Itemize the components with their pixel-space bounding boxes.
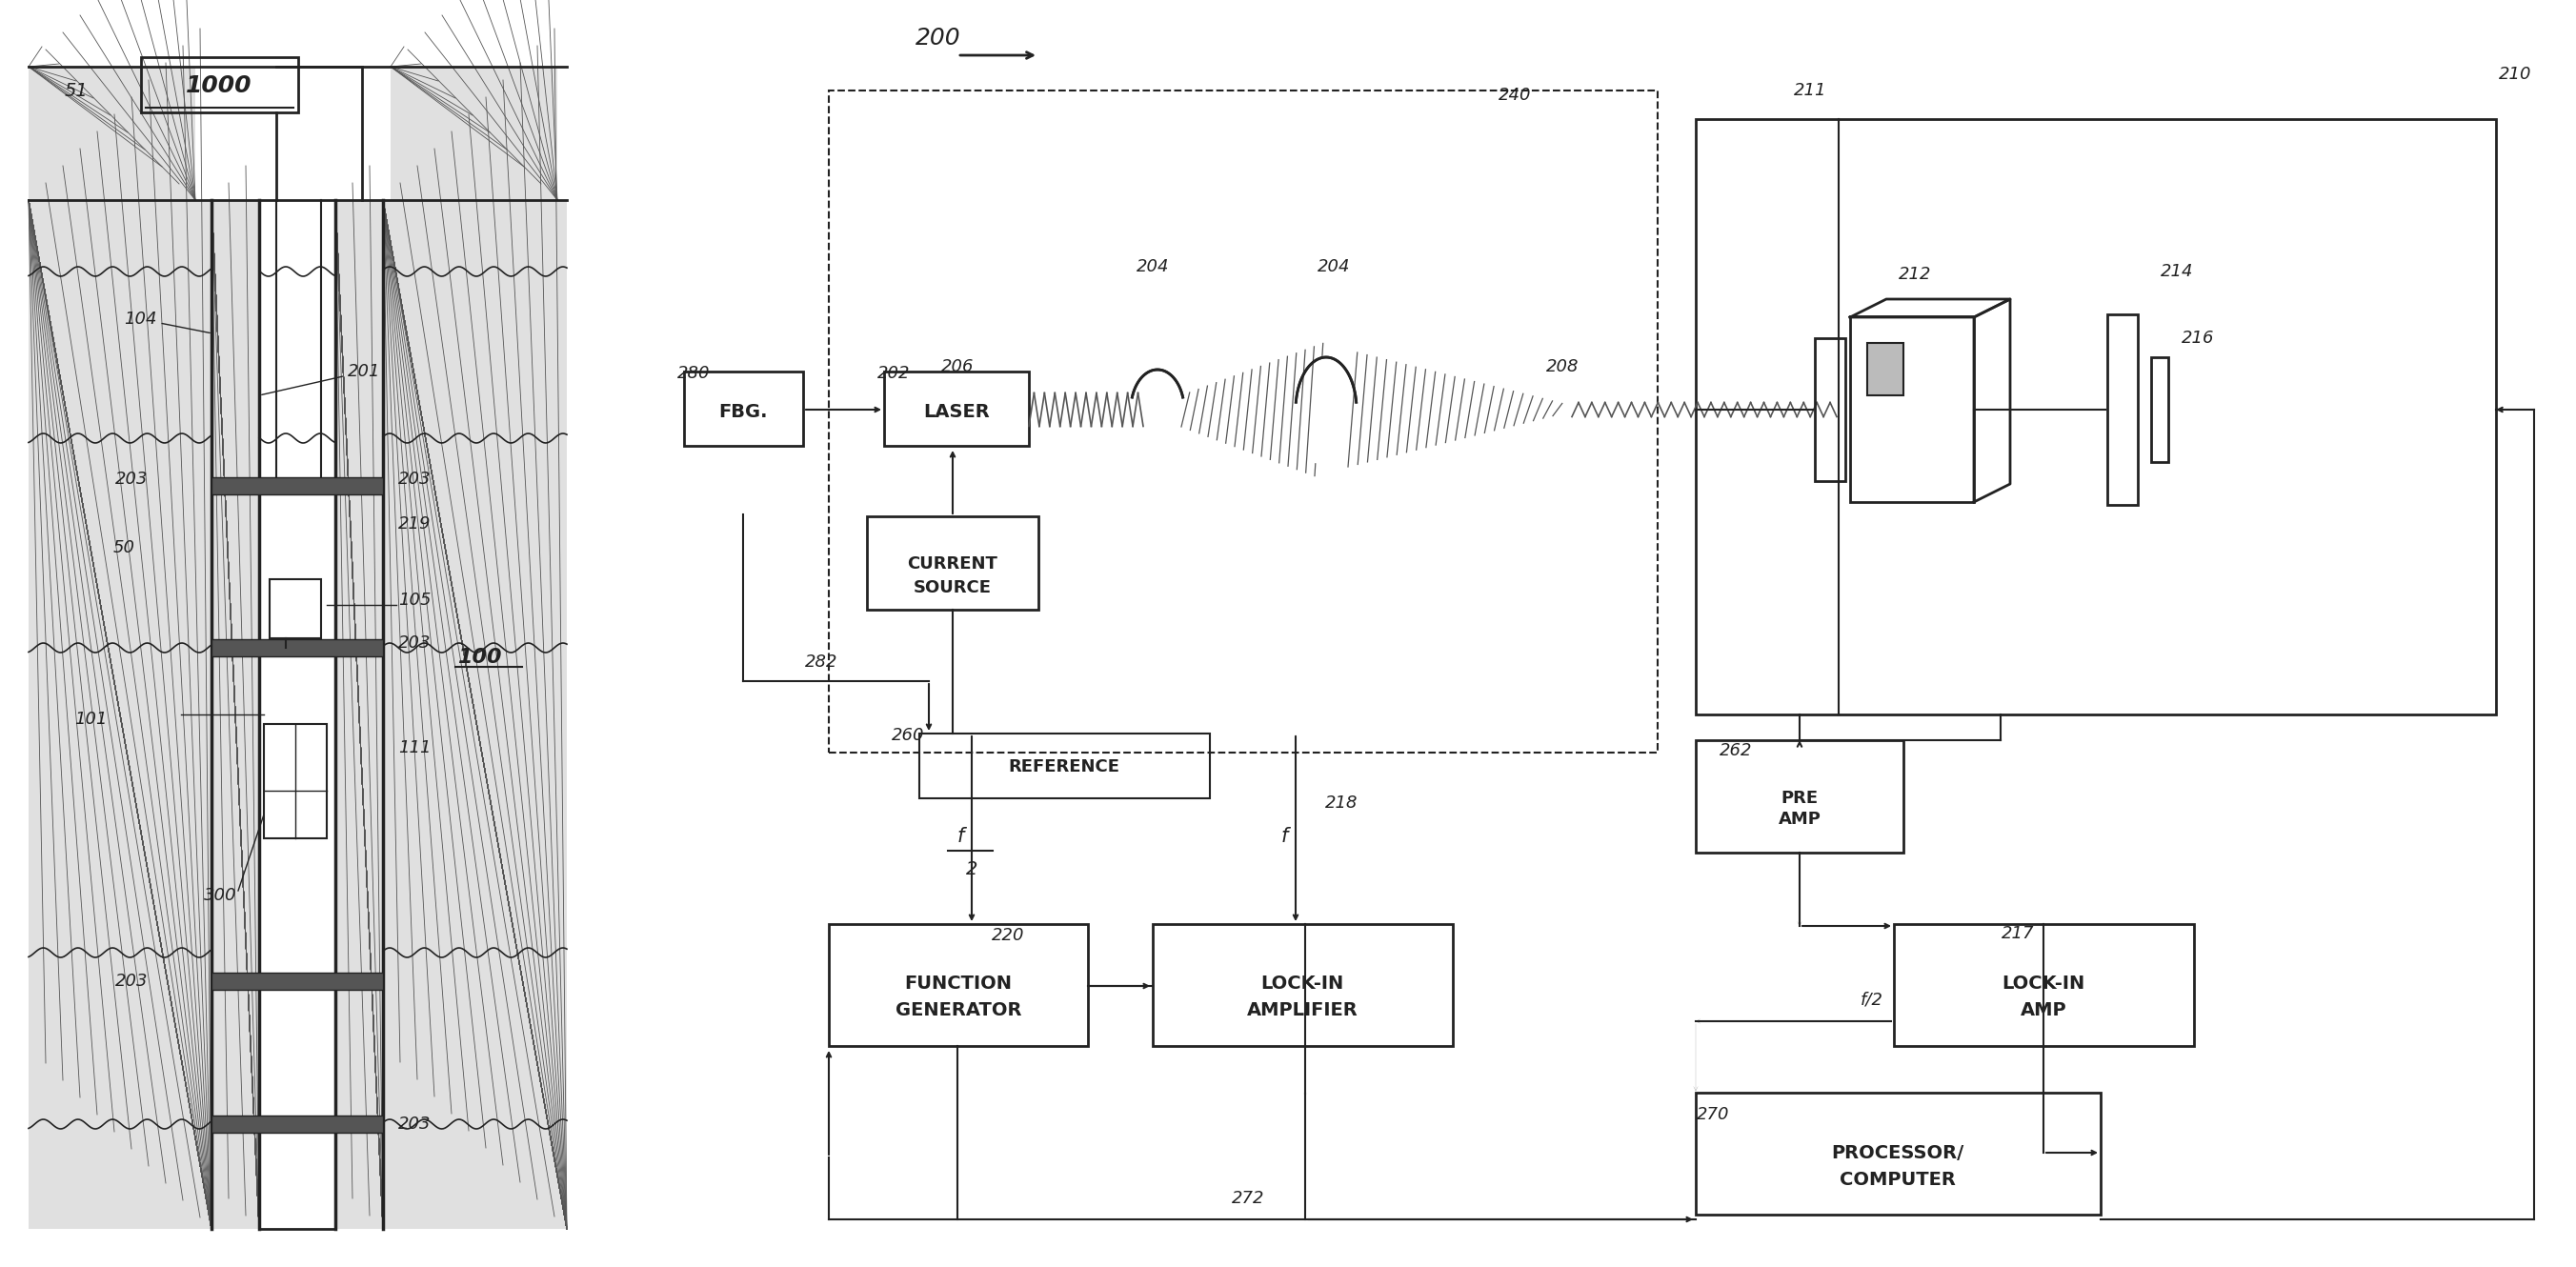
Bar [335, 200, 384, 1229]
Text: AMPLIFIER: AMPLIFIER [1247, 1001, 1358, 1019]
Bar [28, 67, 196, 200]
Bar [884, 371, 1028, 446]
Text: 200: 200 [914, 27, 961, 49]
Text: AMP: AMP [2020, 1001, 2066, 1019]
Text: 240: 240 [1499, 86, 1530, 104]
Bar [1850, 317, 1973, 502]
Text: 203: 203 [116, 470, 147, 488]
Bar [28, 200, 211, 1229]
Text: AMP: AMP [1777, 811, 1821, 827]
Bar [1695, 1092, 2099, 1215]
Bar [1695, 119, 2496, 715]
Bar [829, 924, 1087, 1047]
Bar [1893, 924, 2195, 1047]
Text: 262: 262 [1718, 742, 1752, 759]
Text: 104: 104 [124, 310, 209, 333]
Text: 51: 51 [64, 81, 88, 100]
Text: LOCK-IN: LOCK-IN [1260, 976, 1345, 993]
Text: 203: 203 [399, 1115, 430, 1133]
Text: 212: 212 [1899, 266, 1932, 283]
Text: 2: 2 [966, 860, 979, 878]
Bar [1151, 924, 1453, 1047]
Bar [211, 200, 260, 1229]
Text: 217: 217 [2002, 925, 2035, 943]
Text: 280: 280 [677, 365, 711, 383]
Text: 211: 211 [1793, 82, 1826, 99]
Text: f: f [956, 827, 963, 846]
Text: LOCK-IN: LOCK-IN [2002, 976, 2084, 993]
Text: FUNCTION: FUNCTION [904, 976, 1012, 993]
Text: 203: 203 [399, 470, 430, 488]
Text: PROCESSOR/: PROCESSOR/ [1832, 1144, 1963, 1162]
Text: 220: 220 [992, 927, 1025, 944]
Text: 208: 208 [1546, 359, 1579, 375]
Text: 216: 216 [2182, 329, 2215, 347]
Bar [211, 973, 384, 990]
Text: 282: 282 [804, 654, 837, 670]
Text: 219: 219 [399, 516, 430, 532]
Text: 100: 100 [459, 647, 502, 666]
Bar [392, 67, 556, 200]
Bar [384, 200, 567, 1229]
Bar [1695, 740, 1904, 853]
Bar [142, 57, 299, 113]
Text: REFERENCE: REFERENCE [1007, 758, 1121, 775]
Text: 260: 260 [891, 727, 925, 744]
Bar [685, 371, 804, 446]
Bar [263, 723, 327, 839]
Text: 111: 111 [399, 739, 430, 756]
Text: CURRENT: CURRENT [907, 555, 997, 573]
Bar [270, 579, 322, 639]
Text: 214: 214 [2161, 264, 2195, 280]
Text: FBG.: FBG. [719, 403, 768, 421]
Text: 203: 203 [399, 635, 430, 651]
Bar [868, 517, 1038, 609]
Bar [2151, 357, 2169, 462]
Bar [211, 640, 384, 656]
Text: 210: 210 [2499, 66, 2532, 82]
Bar [829, 90, 1656, 753]
Text: COMPUTER: COMPUTER [1839, 1171, 1955, 1188]
Text: 204: 204 [1136, 258, 1170, 275]
Text: 270: 270 [1698, 1106, 1728, 1123]
Text: 203: 203 [116, 973, 147, 990]
Bar [211, 478, 384, 494]
Text: 300: 300 [204, 887, 237, 905]
Text: 272: 272 [1231, 1190, 1265, 1207]
Text: 105: 105 [399, 592, 430, 608]
Text: f: f [1280, 827, 1288, 846]
Bar [1868, 343, 1904, 395]
Text: 218: 218 [1324, 794, 1358, 812]
Text: 1000: 1000 [185, 75, 252, 98]
Bar [920, 734, 1211, 798]
Bar [211, 1115, 384, 1133]
Text: GENERATOR: GENERATOR [896, 1001, 1023, 1019]
Text: 206: 206 [940, 359, 974, 375]
Text: 204: 204 [1316, 258, 1350, 275]
Text: 202: 202 [878, 365, 909, 383]
Text: 201: 201 [263, 362, 381, 395]
Text: LASER: LASER [922, 403, 989, 421]
Text: 101: 101 [75, 711, 108, 727]
Text: SOURCE: SOURCE [914, 579, 992, 597]
Text: PRE: PRE [1780, 789, 1819, 807]
Bar [2107, 314, 2138, 504]
Text: 50: 50 [113, 540, 134, 556]
Text: f/2: f/2 [1860, 992, 1883, 1009]
